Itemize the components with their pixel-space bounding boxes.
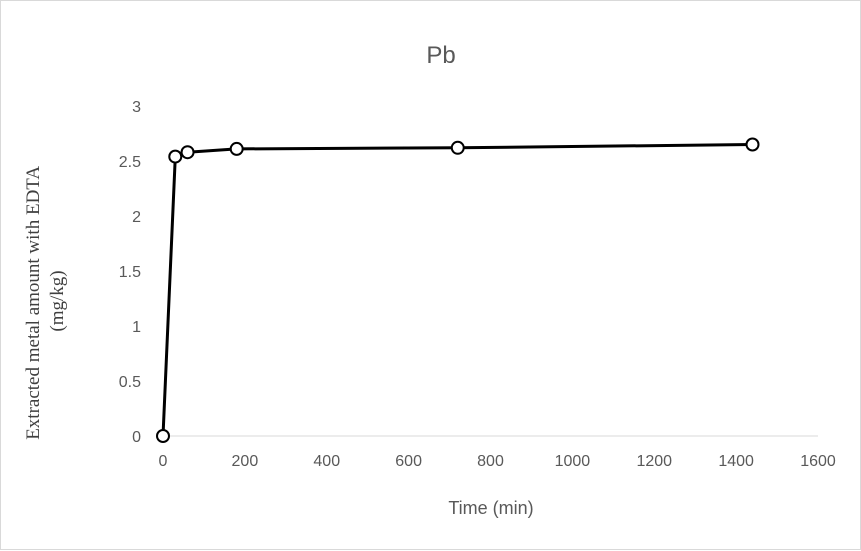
- y-tick-label: 1.5: [119, 264, 141, 281]
- x-tick-label: 800: [477, 453, 504, 470]
- x-tick-label: 1000: [555, 453, 591, 470]
- series-group: [156, 137, 760, 443]
- y-tick-label: 2.5: [119, 154, 141, 171]
- y-tick-label: 1: [132, 319, 141, 336]
- y-tick-label: 2: [132, 209, 141, 226]
- x-tick-label: 1200: [636, 453, 672, 470]
- x-tick-label: 600: [395, 453, 422, 470]
- x-tick-labels: 0 200 400 600 800 1000 1200 1400 1600: [159, 453, 836, 470]
- y-tick-labels: 0 0.5 1 1.5 2 2.5 3: [119, 99, 141, 446]
- y-tick-label: 0: [132, 429, 141, 446]
- data-point: [180, 145, 195, 160]
- y-axis-label: Extracted metal amount with EDTA (mg/kg): [23, 162, 68, 440]
- chart-title: Pb: [426, 42, 455, 69]
- data-point: [168, 149, 183, 164]
- series-line: [161, 143, 753, 437]
- x-tick-label: 1600: [800, 453, 836, 470]
- data-point: [450, 140, 465, 155]
- y-axis-label-line-1: Extracted metal amount with EDTA: [23, 166, 44, 440]
- x-axis-label: Time (min): [448, 498, 533, 518]
- x-tick-label: 1400: [718, 453, 754, 470]
- x-tick-label: 200: [232, 453, 259, 470]
- data-point: [229, 141, 244, 156]
- x-tick-label: 400: [313, 453, 340, 470]
- data-point: [745, 137, 760, 152]
- x-tick-label: 0: [159, 453, 168, 470]
- y-tick-label: 3: [132, 99, 141, 116]
- y-tick-label: 0.5: [119, 374, 141, 391]
- y-axis-label-line-2: (mg/kg): [47, 270, 68, 331]
- data-point: [156, 429, 170, 443]
